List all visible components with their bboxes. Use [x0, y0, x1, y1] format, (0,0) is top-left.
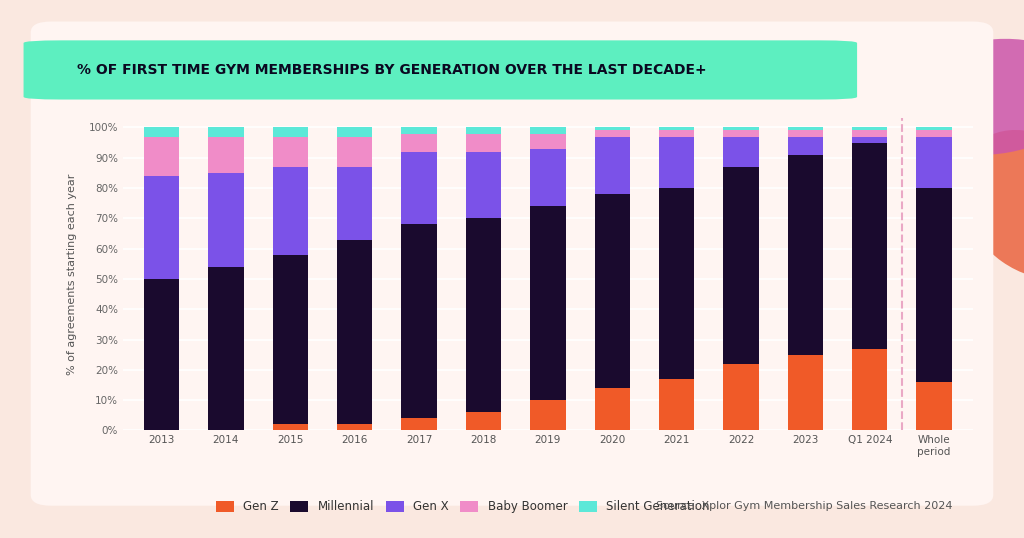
Text: Source: Xplor Gym Membership Sales Research 2024: Source: Xplor Gym Membership Sales Resea… [655, 501, 952, 511]
Bar [916, 128, 952, 131]
Bar [401, 128, 437, 133]
Bar [916, 188, 952, 382]
Bar [143, 128, 179, 137]
Bar [723, 167, 759, 364]
Bar [208, 267, 244, 430]
Bar [208, 137, 244, 173]
Bar [337, 137, 373, 167]
Bar [723, 131, 759, 137]
Bar [595, 131, 630, 137]
Bar [916, 137, 952, 188]
Bar [401, 133, 437, 152]
Bar [272, 128, 308, 137]
Bar [852, 128, 888, 131]
Bar [658, 379, 694, 430]
Bar [272, 137, 308, 167]
Bar [272, 254, 308, 424]
Bar [530, 148, 565, 206]
Legend: Gen Z, Millennial, Gen X, Baby Boomer, Silent Generation: Gen Z, Millennial, Gen X, Baby Boomer, S… [211, 495, 715, 518]
Bar [723, 128, 759, 131]
Bar [852, 349, 888, 430]
Bar [466, 152, 501, 218]
Bar [787, 137, 823, 155]
Bar [337, 424, 373, 430]
Bar [466, 412, 501, 430]
Bar [852, 143, 888, 349]
Bar [595, 194, 630, 388]
Bar [787, 128, 823, 131]
Bar [595, 388, 630, 430]
Bar [337, 128, 373, 137]
Bar [658, 188, 694, 379]
Bar [143, 137, 179, 176]
Bar [787, 355, 823, 430]
Bar [852, 131, 888, 137]
Bar [530, 400, 565, 430]
Bar [723, 364, 759, 430]
Bar [658, 131, 694, 137]
FancyBboxPatch shape [24, 40, 857, 100]
Bar [787, 131, 823, 137]
Text: % OF FIRST TIME GYM MEMBERSHIPS BY GENERATION OVER THE LAST DECADE+: % OF FIRST TIME GYM MEMBERSHIPS BY GENER… [77, 63, 707, 77]
Bar [401, 152, 437, 224]
Bar [852, 137, 888, 143]
Ellipse shape [898, 39, 1024, 155]
Bar [916, 382, 952, 430]
Bar [595, 128, 630, 131]
Bar [658, 128, 694, 131]
Ellipse shape [959, 130, 1024, 279]
Bar [530, 206, 565, 400]
Bar [530, 128, 565, 133]
Bar [208, 128, 244, 137]
Bar [723, 137, 759, 167]
Bar [530, 133, 565, 148]
Bar [143, 279, 179, 430]
Bar [401, 418, 437, 430]
Bar [658, 137, 694, 188]
Bar [208, 173, 244, 267]
Bar [787, 155, 823, 355]
Bar [466, 218, 501, 412]
Bar [272, 424, 308, 430]
Bar [337, 167, 373, 239]
Bar [143, 176, 179, 279]
Bar [916, 131, 952, 137]
Bar [272, 167, 308, 254]
Y-axis label: % of agreements starting each year: % of agreements starting each year [68, 174, 78, 375]
Bar [401, 224, 437, 418]
Bar [595, 137, 630, 194]
Bar [466, 128, 501, 133]
Bar [337, 239, 373, 424]
Bar [466, 133, 501, 152]
